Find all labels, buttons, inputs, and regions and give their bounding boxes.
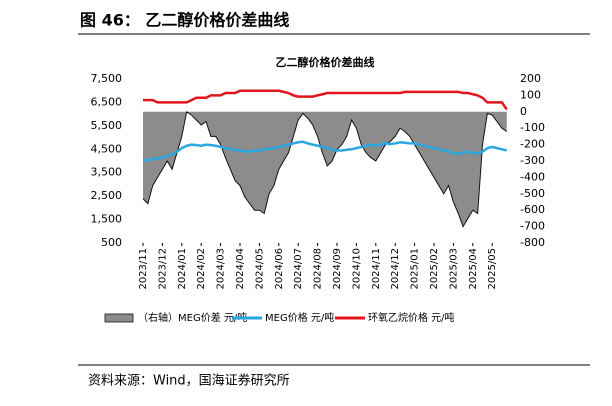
x-tick-label: 2024/05 [254, 248, 265, 290]
y2-tick-label: -800 [520, 236, 545, 249]
y-tick-label: 4,500 [91, 142, 123, 155]
x-tick-label: 2024/09 [332, 248, 343, 290]
x-tick-label: 2025/01 [410, 248, 421, 290]
y-tick-label: 1,500 [91, 213, 123, 226]
legend-swatch [104, 313, 134, 323]
spread-outline [142, 110, 508, 228]
y-tick-label: 2,500 [91, 189, 123, 202]
y2-tick-label: 0 [520, 105, 527, 118]
x-tick-label: 2024/07 [293, 248, 304, 290]
y2-tick-label: -300 [520, 154, 545, 167]
y-tick-label: 5,500 [91, 119, 123, 132]
spread-area [143, 111, 507, 227]
x-tick-label: 2025/03 [448, 248, 459, 290]
legend-label: MEG价格 元/吨 [265, 311, 334, 324]
x-tick-label: 2025/04 [468, 248, 479, 290]
y-tick-label: 500 [101, 236, 122, 249]
x-tick-label: 2024/08 [313, 248, 324, 290]
x-tick-label: 2025/02 [429, 248, 440, 290]
x-tick-label: 2024/02 [196, 248, 207, 290]
y2-tick-label: -600 [520, 203, 545, 216]
x-tick-label: 2023/11 [138, 248, 149, 290]
figure-title: 图 46： 乙二醇价格价差曲线 [80, 11, 289, 30]
x-tick-label: 2024/11 [371, 248, 382, 290]
x-tick-label: 2025/05 [487, 248, 498, 290]
x-tick-label: 2024/12 [390, 248, 401, 290]
x-tick-label: 2023/12 [157, 248, 168, 290]
x-tick-label: 2024/04 [235, 248, 246, 290]
x-tick-label: 2024/10 [351, 248, 362, 290]
x-tick-label: 2024/03 [216, 248, 227, 290]
x-tick-label: 2024/06 [274, 248, 285, 290]
y-tick-label: 6,500 [91, 95, 123, 108]
y-tick-label: 3,500 [91, 166, 123, 179]
y2-tick-label: -500 [520, 187, 545, 200]
legend-label: 环氧乙烷价格 元/吨 [368, 311, 455, 324]
series-line [142, 140, 508, 162]
source-note: 资料来源：Wind，国海证券研究所 [88, 373, 290, 389]
y-tick-label: 7,500 [91, 72, 123, 85]
legend-label: （右轴）MEG价差 元/吨 [138, 311, 247, 324]
y2-tick-label: -100 [520, 121, 545, 134]
y2-tick-label: -200 [520, 138, 545, 151]
series-line [143, 89, 508, 111]
y2-tick-label: 100 [520, 88, 541, 101]
x-tick-label: 2024/01 [177, 248, 188, 290]
y2-tick-label: -700 [520, 220, 545, 233]
y2-tick-label: 200 [520, 72, 541, 85]
chart-title: 乙二醇价格价差曲线 [276, 55, 375, 69]
y2-tick-label: -400 [520, 170, 545, 183]
